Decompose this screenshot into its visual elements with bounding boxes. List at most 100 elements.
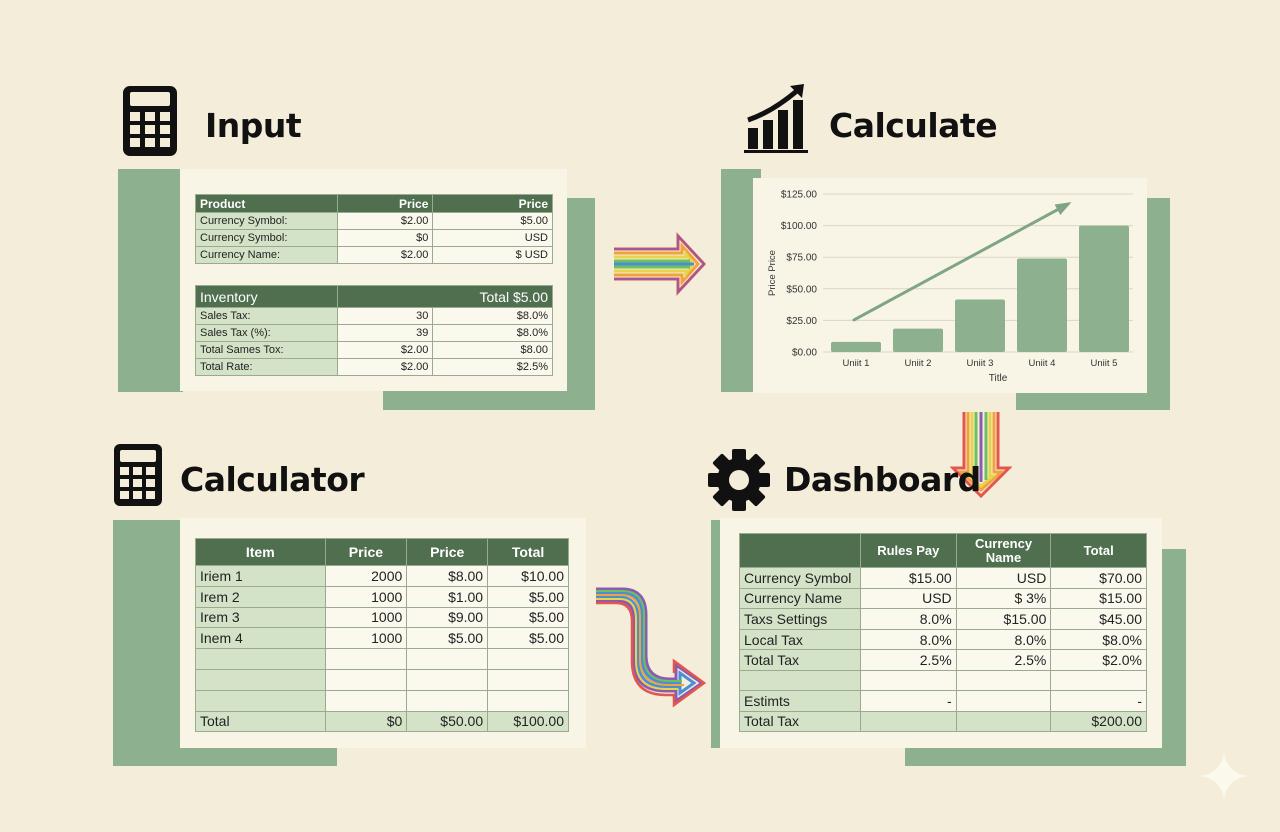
table-cell[interactable]: $2.00 — [336, 341, 434, 359]
table-cell[interactable] — [487, 668, 569, 691]
table-cell[interactable]: $5.00 — [406, 627, 489, 650]
table-cell[interactable]: $15.00 — [1050, 587, 1147, 610]
y-tick-label: $75.00 — [786, 253, 817, 264]
table-row: Total Sames Tox: $2.00 $8.00 — [195, 341, 553, 359]
table-row: Currency Name: $2.00 $ USD — [195, 246, 553, 264]
table-cell[interactable] — [955, 669, 1052, 691]
table-cell: Taxs Settings — [739, 608, 861, 630]
table-cell[interactable]: $ 3% — [955, 587, 1052, 610]
table-cell[interactable]: USD — [432, 229, 553, 247]
section-title-input: Input — [205, 106, 302, 145]
table-cell[interactable] — [406, 689, 489, 712]
table-cell[interactable]: $15.00 — [859, 567, 957, 589]
table-cell[interactable]: $5.00 — [432, 212, 553, 230]
table-row: Total Rate: $2.00 $2.5% — [195, 358, 553, 376]
table-row: Sales Tax (%): 39 $8.0% — [195, 324, 553, 342]
table-cell[interactable]: $15.00 — [955, 608, 1052, 630]
table-cell[interactable]: 1000 — [324, 627, 408, 650]
x-tick-label: Uniit 1 — [843, 358, 870, 369]
input-header-price-2: Price — [432, 194, 553, 213]
table-cell[interactable] — [324, 689, 408, 712]
table-cell[interactable]: $8.0% — [1050, 628, 1147, 651]
y-tick-label: $125.00 — [781, 190, 818, 201]
table-cell[interactable]: $0 — [336, 229, 434, 247]
table-row: Inem 4 1000 $5.00 $5.00 — [195, 627, 569, 650]
table-cell[interactable]: - — [1050, 689, 1147, 712]
calculator-table: Item Price Price Total Iriem 1 2000 $8.0… — [195, 538, 569, 733]
table-cell[interactable]: USD — [955, 567, 1052, 589]
table-cell[interactable]: $2.00 — [336, 212, 434, 230]
table-cell[interactable] — [406, 668, 489, 691]
table-cell — [859, 710, 957, 733]
x-tick-label: Uniit 3 — [967, 358, 994, 369]
y-tick-label: $100.00 — [781, 221, 818, 232]
table-cell[interactable] — [324, 648, 408, 670]
calculator-icon — [123, 86, 177, 156]
table-cell[interactable]: $8.00 — [432, 341, 553, 359]
table-cell: Irem 2 — [195, 585, 326, 608]
table-cell[interactable]: USD — [859, 587, 957, 610]
calculator-header-price: Price — [324, 538, 408, 566]
rainbow-curved-arrow-icon — [596, 587, 706, 708]
table-cell[interactable]: $2.00 — [336, 246, 434, 264]
table-cell — [195, 668, 326, 691]
table-cell[interactable]: 8.0% — [859, 608, 957, 630]
table-cell[interactable]: 2.5% — [859, 649, 957, 671]
table-row — [195, 689, 569, 712]
table-cell[interactable]: 2000 — [324, 565, 408, 587]
table-cell[interactable]: $8.0% — [432, 307, 553, 325]
calculator-header-item: Item — [195, 538, 326, 566]
table-cell[interactable]: $8.0% — [432, 324, 553, 342]
table-cell: $200.00 — [1050, 710, 1147, 733]
table-cell[interactable]: 39 — [336, 324, 434, 342]
table-cell[interactable]: 8.0% — [859, 628, 957, 651]
table-cell[interactable]: $1.00 — [406, 585, 489, 608]
table-cell[interactable]: 1000 — [324, 606, 408, 629]
table-cell[interactable]: 2.5% — [955, 649, 1052, 671]
table-cell[interactable] — [406, 648, 489, 670]
table-row: Total Tax 2.5% 2.5% $2.0% — [739, 649, 1147, 671]
table-cell[interactable]: $2.0% — [1050, 649, 1147, 671]
table-row: Local Tax 8.0% 8.0% $8.0% — [739, 628, 1147, 651]
table-cell: Currency Symbol: — [195, 212, 338, 230]
table-row: Estimts - - — [739, 689, 1147, 712]
table-row: Sales Tax: 30 $8.0% — [195, 307, 553, 325]
table-cell[interactable] — [859, 669, 957, 691]
rainbow-arrow-right-icon — [614, 232, 707, 296]
table-cell[interactable]: $10.00 — [487, 565, 569, 587]
calculator-icon — [114, 444, 162, 506]
table-cell[interactable]: 1000 — [324, 585, 408, 608]
bar — [893, 328, 943, 352]
table-cell[interactable]: $5.00 — [487, 627, 569, 650]
table-cell[interactable] — [324, 668, 408, 691]
table-cell[interactable]: 30 — [336, 307, 434, 325]
inventory-title: Inventory — [195, 285, 338, 308]
table-row: Taxs Settings 8.0% $15.00 $45.00 — [739, 608, 1147, 630]
x-axis-label: Title — [989, 373, 1008, 384]
table-cell[interactable]: $8.00 — [406, 565, 489, 587]
section-title-dashboard: Dashboard — [784, 460, 981, 499]
x-tick-label: Uniit 2 — [905, 358, 932, 369]
table-row: Currency Symbol: $0 USD — [195, 229, 553, 247]
table-cell[interactable]: $45.00 — [1050, 608, 1147, 630]
table-cell[interactable]: $5.00 — [487, 585, 569, 608]
table-cell[interactable] — [487, 689, 569, 712]
table-cell[interactable]: $5.00 — [487, 606, 569, 629]
y-tick-label: $50.00 — [786, 284, 817, 295]
table-cell[interactable] — [1050, 669, 1147, 691]
inventory-table: Inventory Total $5.00 Sales Tax: 30 $8.0… — [195, 285, 554, 376]
table-cell[interactable]: $2.00 — [336, 358, 434, 376]
table-cell[interactable]: $ USD — [432, 246, 553, 264]
growth-chart-icon — [744, 84, 808, 153]
table-cell: Total Rate: — [195, 358, 338, 376]
table-cell[interactable]: $9.00 — [406, 606, 489, 629]
inventory-total: Total $5.00 — [336, 285, 554, 308]
table-cell[interactable]: - — [859, 689, 957, 712]
table-cell[interactable]: $70.00 — [1050, 567, 1147, 589]
y-tick-label: $0.00 — [792, 348, 817, 359]
table-cell[interactable] — [487, 648, 569, 670]
table-cell[interactable]: 8.0% — [955, 628, 1052, 651]
table-row — [739, 669, 1147, 691]
table-cell[interactable] — [955, 689, 1052, 712]
table-cell[interactable]: $2.5% — [432, 358, 553, 376]
